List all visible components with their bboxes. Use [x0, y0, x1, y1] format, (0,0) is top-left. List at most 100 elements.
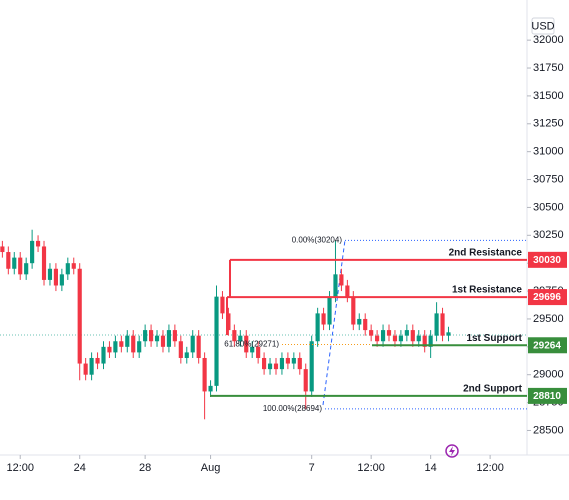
y-tick-label: 30750 [533, 173, 564, 185]
x-tick-label: 24 [74, 462, 86, 474]
x-tick-label: 28 [139, 462, 151, 474]
candle-body [143, 330, 148, 342]
y-tick-label: 30500 [533, 201, 564, 213]
candle-body [262, 357, 267, 370]
candle-body [446, 332, 451, 336]
candle-body [95, 357, 100, 364]
level-price: 29264 [533, 340, 561, 351]
x-tick-label: 12:00 [357, 462, 385, 474]
candle-body [315, 313, 320, 342]
candle-body [410, 330, 415, 342]
candle-body [392, 335, 398, 342]
candle-body [208, 385, 213, 392]
candle-body [404, 330, 409, 336]
currency: USD [531, 20, 554, 32]
candle-body [196, 335, 201, 358]
candle-body [65, 263, 70, 275]
candle-body [35, 240, 41, 247]
candle-body [30, 240, 35, 264]
level-price-box [528, 387, 567, 404]
candle-body [273, 363, 279, 370]
level-label: 2nd Support [463, 384, 523, 395]
candle-body [125, 335, 130, 347]
alert-circle [445, 444, 459, 458]
y-tick-label: 29500 [533, 313, 564, 325]
candle-body [422, 335, 427, 347]
candle-body [386, 330, 392, 336]
y-tick-label: 29000 [533, 369, 564, 381]
candle-body [160, 335, 166, 347]
level-price: 28810 [533, 391, 561, 402]
candle-body [59, 274, 64, 286]
candle-body [244, 335, 249, 353]
candle-body [107, 346, 112, 353]
candle-body [101, 346, 106, 364]
x-tick-label: 7 [309, 462, 315, 474]
candle-body [279, 357, 285, 370]
candle-body [24, 263, 29, 275]
candle-body [190, 335, 195, 353]
candle-body [148, 330, 154, 342]
candle-body [71, 263, 76, 269]
candle-body [357, 318, 362, 325]
y-tick-label: 31000 [533, 146, 564, 158]
candle-body [363, 318, 368, 331]
candle-body [250, 346, 255, 353]
y-tick-label: 32000 [533, 34, 564, 46]
candle-body [6, 252, 11, 269]
y-tick-label: 31750 [533, 62, 564, 74]
candle-body [166, 330, 172, 347]
y-tick-label: 30250 [533, 229, 564, 241]
level-price-box [528, 337, 567, 354]
candle-body [345, 285, 350, 297]
candle-body [369, 330, 374, 336]
candle-body [41, 246, 47, 280]
fib-label: 0.00%(30204) [292, 236, 343, 245]
candle-body [428, 335, 433, 347]
candle-body [113, 341, 118, 353]
candle-body [380, 330, 386, 342]
currency-badge[interactable] [531, 17, 555, 35]
alert-icon[interactable] [445, 444, 459, 458]
x-tick-label: Aug [201, 462, 221, 474]
candle-body [327, 296, 332, 325]
fib-label: 61.80%(29271) [224, 340, 279, 349]
candle-body [89, 357, 94, 375]
candle-body [339, 274, 344, 286]
candle-body [398, 335, 403, 342]
candle-body [291, 357, 296, 364]
candle-body [119, 341, 124, 347]
level-label: 2nd Resistance [449, 247, 523, 258]
candle-body [154, 335, 160, 342]
x-tick-label: 12:00 [6, 462, 34, 474]
candle-body [321, 313, 326, 325]
candle-body [18, 257, 23, 275]
candle-body [309, 341, 314, 392]
candle-body [303, 369, 308, 392]
candle-body [434, 313, 439, 336]
y-tick-label: 28500 [533, 424, 564, 436]
candle-body [333, 274, 338, 297]
level-price: 30030 [533, 255, 561, 266]
level-price-box [528, 289, 567, 306]
candle-body [202, 357, 207, 392]
candle-body [232, 330, 237, 342]
candle-body [77, 268, 82, 364]
candle-body [12, 257, 17, 269]
candle-body [297, 357, 302, 370]
candle-body [238, 335, 243, 342]
candle-body [440, 313, 445, 336]
candle-body [47, 268, 53, 280]
candle-body [137, 341, 142, 353]
level-label: 1st Resistance [452, 285, 522, 296]
x-tick-label: 12:00 [476, 462, 504, 474]
candle-body [416, 335, 421, 342]
candle-body [267, 363, 273, 370]
y-tick-label: 31500 [533, 90, 564, 102]
candle-body [178, 341, 183, 358]
candle-body [375, 335, 380, 342]
alert-bolt [449, 446, 455, 456]
candle-body [131, 335, 136, 353]
